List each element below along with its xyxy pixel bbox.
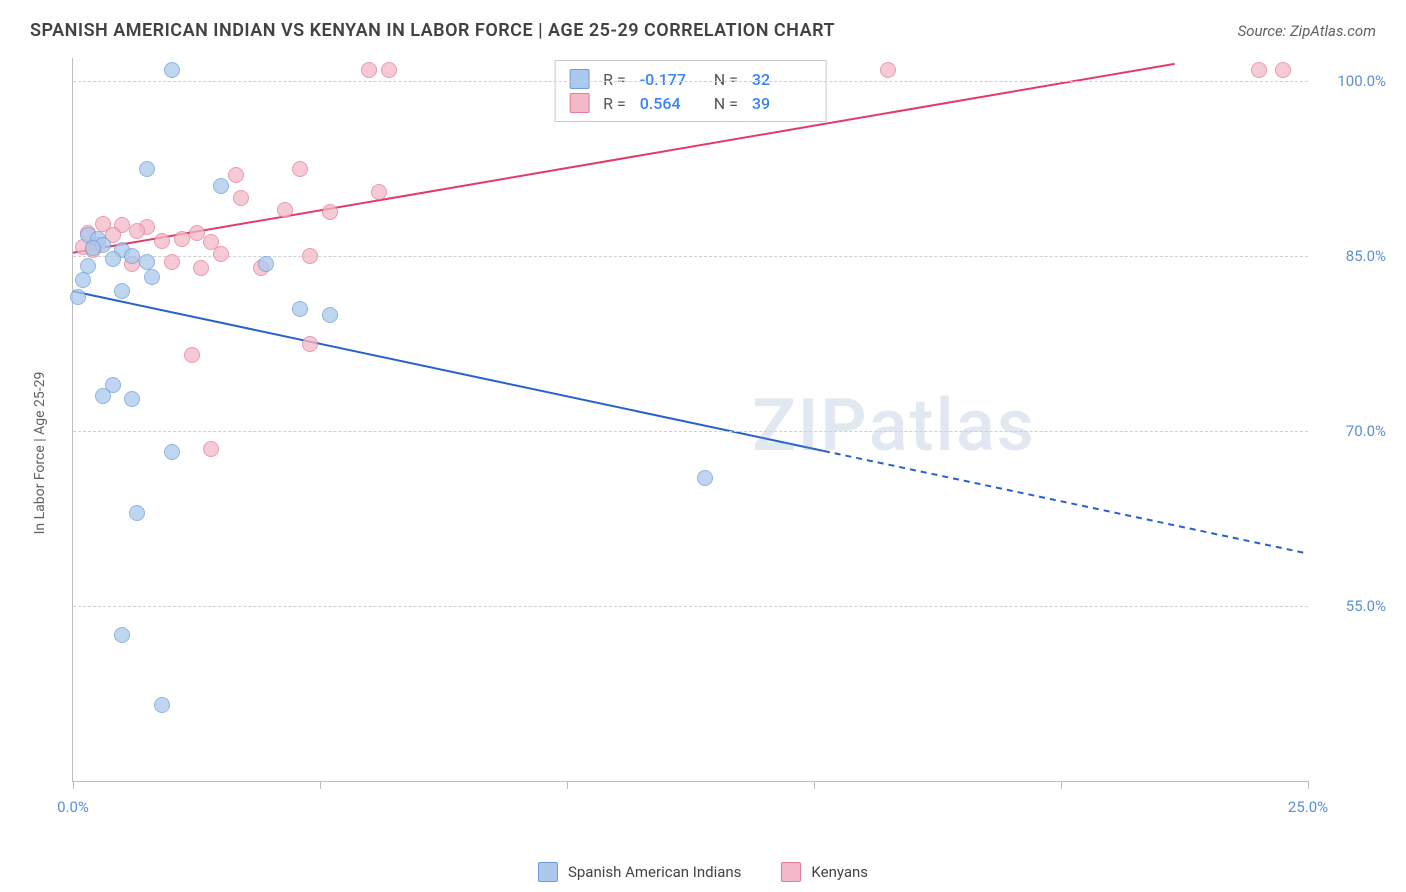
data-point (164, 254, 180, 270)
data-point (322, 204, 338, 220)
x-tick (814, 781, 815, 789)
data-point (154, 233, 170, 249)
data-point (139, 161, 155, 177)
x-tick (567, 781, 568, 789)
data-point (189, 225, 205, 241)
data-point (85, 240, 101, 256)
watermark: ZIPatlas (752, 383, 1035, 468)
x-tick (1308, 781, 1309, 789)
data-point (174, 231, 190, 247)
legend-r-value: -0.177 (640, 70, 700, 89)
data-point (1251, 62, 1267, 78)
data-point (228, 167, 244, 183)
y-tick-label: 70.0% (1346, 422, 1386, 440)
correlation-legend: R = -0.177 N = 32 R = 0.564 N = 39 (554, 60, 827, 122)
legend-item: Kenyans (781, 862, 868, 882)
x-tick-label: 0.0% (57, 798, 89, 816)
data-point (277, 202, 293, 218)
trend-lines (73, 58, 1308, 781)
data-point (95, 388, 111, 404)
data-point (322, 307, 338, 323)
gridline (73, 431, 1308, 432)
legend-label: Kenyans (811, 863, 868, 881)
data-point (361, 62, 377, 78)
data-point (129, 223, 145, 239)
data-point (203, 441, 219, 457)
legend-key: N = (714, 94, 738, 113)
legend-row: R = 0.564 N = 39 (569, 91, 812, 115)
data-point (129, 505, 145, 521)
data-point (213, 246, 229, 262)
x-tick (73, 781, 74, 789)
legend-n-value: 32 (752, 70, 812, 89)
x-tick (320, 781, 321, 789)
data-point (114, 283, 130, 299)
chart-source: Source: ZipAtlas.com (1238, 22, 1376, 40)
data-point (114, 627, 130, 643)
data-point (880, 62, 896, 78)
data-point (193, 260, 209, 276)
data-point (164, 444, 180, 460)
data-point (105, 251, 121, 267)
x-tick-label: 25.0% (1288, 798, 1328, 816)
legend-key: R = (603, 70, 626, 89)
data-point (697, 470, 713, 486)
legend-swatch (569, 69, 589, 89)
data-point (292, 161, 308, 177)
y-tick-label: 100.0% (1337, 72, 1386, 90)
data-point (381, 62, 397, 78)
data-point (124, 391, 140, 407)
legend-n-value: 39 (752, 94, 812, 113)
legend-item: Spanish American Indians (538, 862, 741, 882)
legend-swatch (538, 862, 558, 882)
data-point (164, 62, 180, 78)
plot-region: ZIPatlas R = -0.177 N = 32 R = 0.564 N =… (72, 58, 1308, 782)
legend-swatch (781, 862, 801, 882)
data-point (258, 256, 274, 272)
gridline (73, 81, 1308, 82)
data-point (213, 178, 229, 194)
data-point (144, 269, 160, 285)
gridline (73, 606, 1308, 607)
gridline (73, 256, 1308, 257)
y-axis-label: In Labor Force | Age 25-29 (32, 372, 48, 535)
y-tick-label: 85.0% (1346, 247, 1386, 265)
data-point (124, 248, 140, 264)
legend-r-value: 0.564 (640, 94, 700, 113)
legend-swatch (569, 93, 589, 113)
legend-key: R = (603, 94, 626, 113)
data-point (154, 697, 170, 713)
data-point (184, 347, 200, 363)
data-point (302, 336, 318, 352)
data-point (75, 272, 91, 288)
legend-key: N = (714, 70, 738, 89)
legend-label: Spanish American Indians (568, 863, 741, 881)
series-legend: Spanish American Indians Kenyans (538, 862, 868, 882)
legend-row: R = -0.177 N = 32 (569, 67, 812, 91)
data-point (139, 254, 155, 270)
x-tick (1061, 781, 1062, 789)
data-point (371, 184, 387, 200)
y-tick-label: 55.0% (1346, 597, 1386, 615)
data-point (302, 248, 318, 264)
chart-area: In Labor Force | Age 25-29 ZIPatlas R = … (50, 58, 1388, 832)
data-point (233, 190, 249, 206)
data-point (292, 301, 308, 317)
data-point (70, 289, 86, 305)
chart-title: SPANISH AMERICAN INDIAN VS KENYAN IN LAB… (30, 20, 835, 41)
data-point (1275, 62, 1291, 78)
chart-header: SPANISH AMERICAN INDIAN VS KENYAN IN LAB… (0, 0, 1406, 51)
